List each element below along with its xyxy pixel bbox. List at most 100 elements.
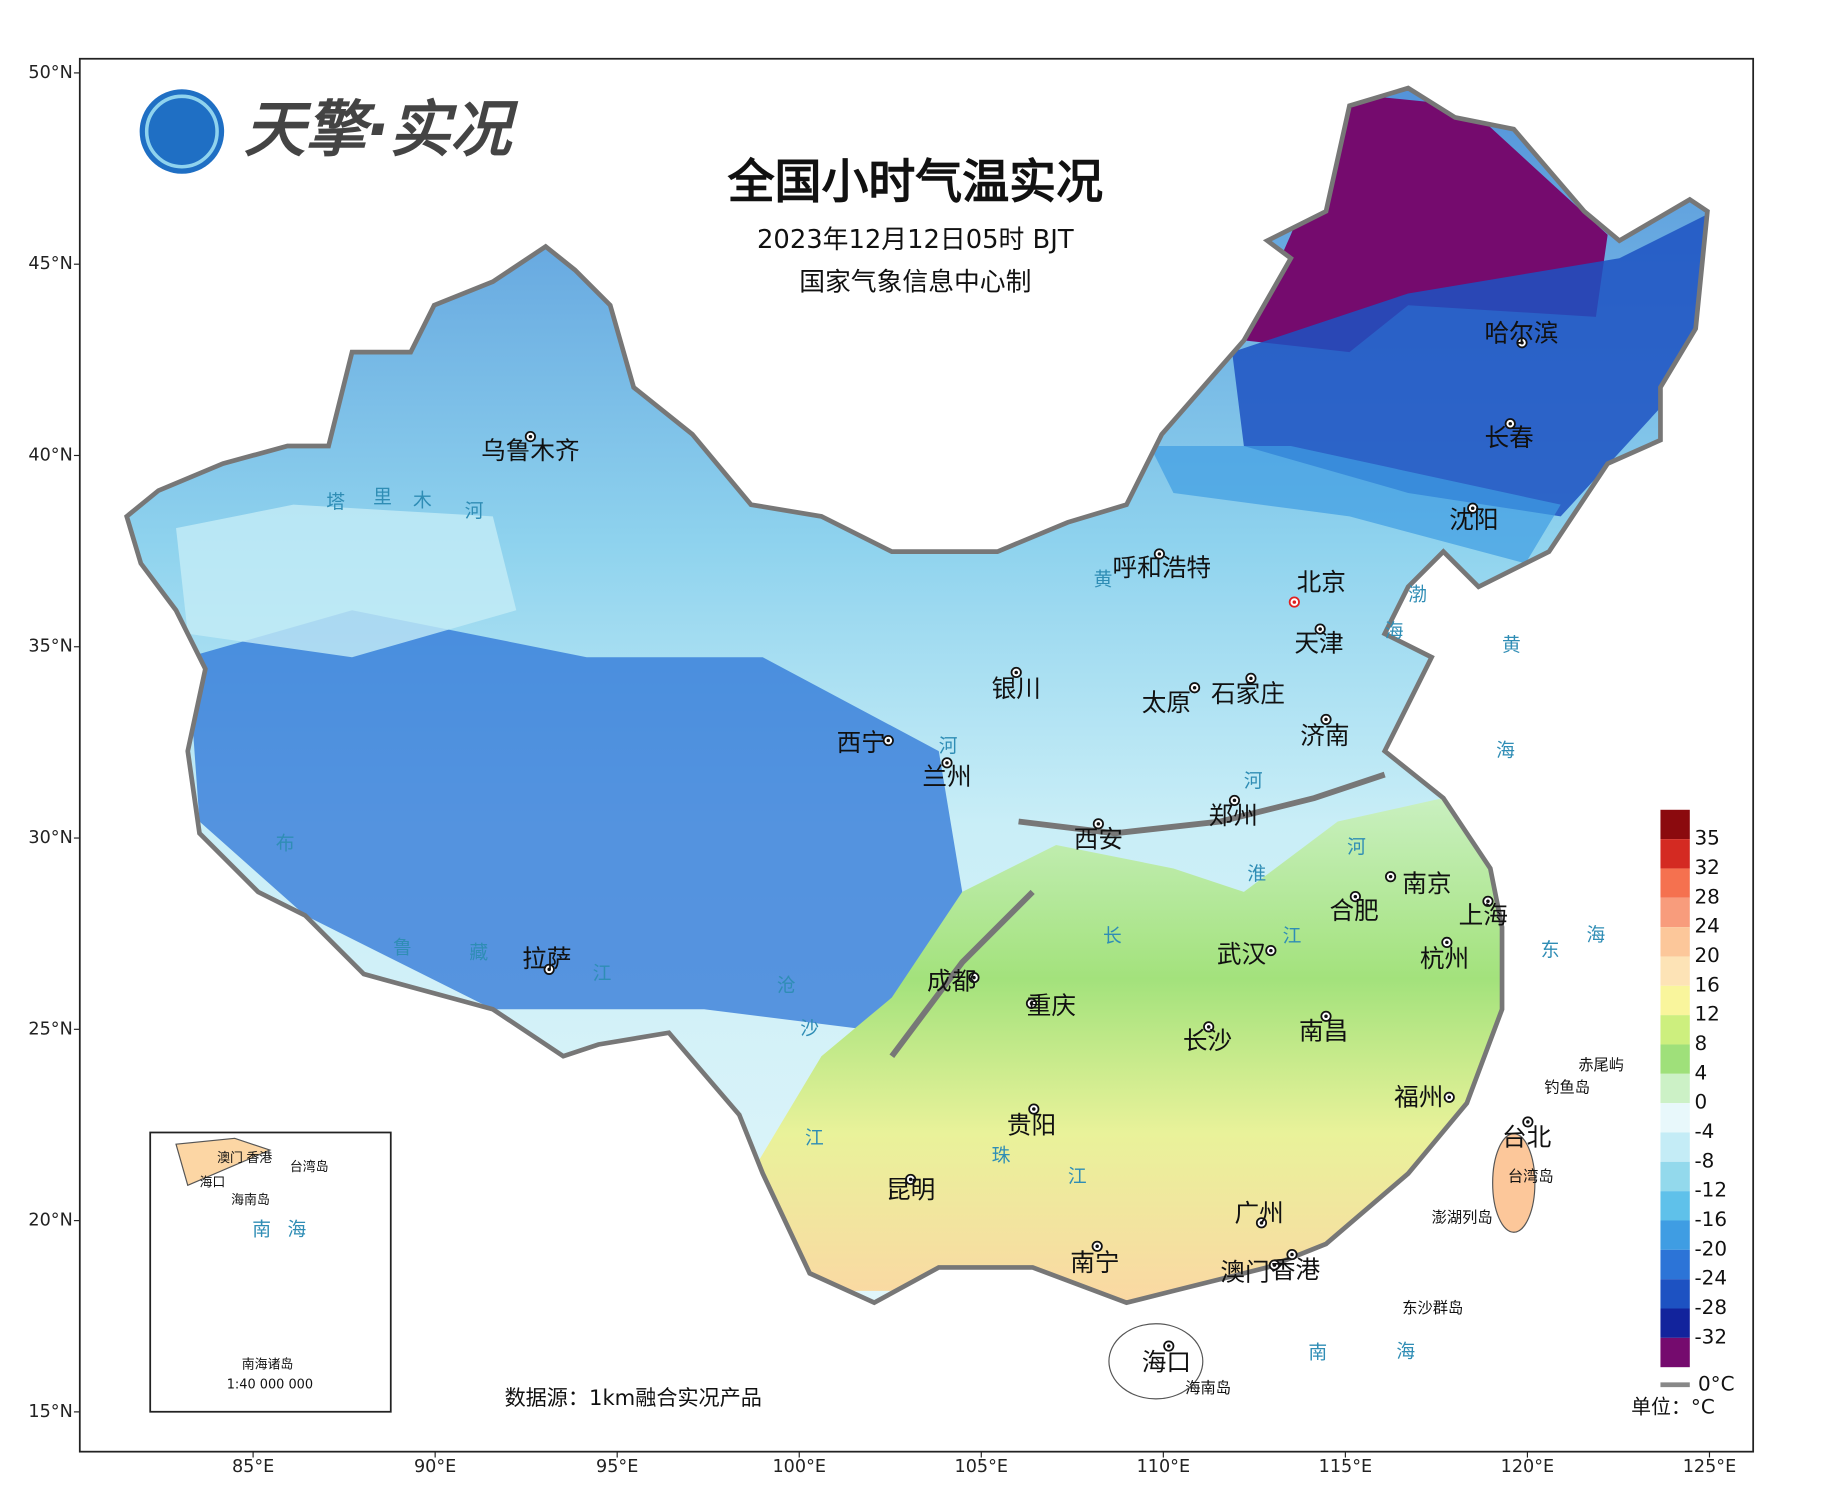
legend-label: -24 bbox=[1694, 1266, 1727, 1290]
city-dot bbox=[528, 434, 533, 439]
place-label: 钓鱼岛 bbox=[1544, 1078, 1590, 1096]
water-label: 南 bbox=[1308, 1342, 1327, 1364]
logo-ring bbox=[144, 94, 219, 169]
city-label: 贵阳 bbox=[1007, 1111, 1056, 1140]
legend-swatch bbox=[1660, 1073, 1690, 1104]
legend-label: 35 bbox=[1694, 826, 1719, 850]
water-label: 沙 bbox=[800, 1019, 819, 1040]
lon-label: 85°E bbox=[232, 1457, 274, 1477]
legend-swatch bbox=[1660, 1249, 1690, 1280]
water-label: 木 bbox=[413, 490, 432, 512]
inset-land bbox=[175, 1137, 272, 1187]
lat-label: 20°N bbox=[28, 1211, 72, 1231]
lon-label: 115°E bbox=[1319, 1457, 1373, 1477]
inset-label: 海南岛 bbox=[231, 1192, 270, 1208]
legend-label: 16 bbox=[1694, 972, 1719, 996]
inset-scale: 1:40 000 000 bbox=[227, 1377, 313, 1392]
city-dot bbox=[1526, 1120, 1530, 1124]
city-dot bbox=[1470, 506, 1475, 510]
city-dot bbox=[1508, 421, 1513, 426]
legend-swatch bbox=[1660, 868, 1690, 898]
city-dot bbox=[1095, 1244, 1099, 1249]
inset-label: 海 bbox=[287, 1218, 306, 1240]
lat-label: 45°N bbox=[28, 254, 72, 274]
legend-label: -12 bbox=[1694, 1178, 1727, 1202]
city-dot bbox=[1324, 717, 1328, 722]
city-dot bbox=[1167, 1344, 1171, 1348]
water-label: 沧 bbox=[777, 974, 796, 996]
water-label: 东 bbox=[1541, 939, 1560, 961]
legend-swatch bbox=[1660, 1191, 1690, 1221]
legend-swatch bbox=[1660, 1103, 1690, 1133]
water-label: 河 bbox=[1244, 770, 1263, 792]
city-dot bbox=[1206, 1025, 1211, 1029]
city-dot bbox=[1272, 1263, 1277, 1267]
water-label: 黄 bbox=[1094, 568, 1113, 590]
water-label: 淮 bbox=[1247, 863, 1266, 885]
water-label: 鲁 bbox=[393, 937, 412, 959]
city-dot bbox=[1388, 874, 1393, 879]
legend-swatch bbox=[1660, 985, 1690, 1016]
lon-label: 120°E bbox=[1501, 1457, 1555, 1477]
legend-swatch bbox=[1660, 839, 1690, 869]
legend-label: 24 bbox=[1694, 914, 1719, 938]
city-label: 银川 bbox=[992, 674, 1041, 703]
lat-label: 40°N bbox=[28, 445, 72, 465]
city-dot bbox=[1157, 552, 1162, 556]
water-label: 布 bbox=[276, 832, 295, 854]
city-label: 昆明 bbox=[886, 1175, 935, 1204]
legend-swatch bbox=[1660, 1220, 1690, 1250]
city-label: 石家庄 bbox=[1211, 679, 1285, 708]
lon-label: 110°E bbox=[1137, 1457, 1191, 1477]
city-label: 呼和浩特 bbox=[1112, 553, 1211, 582]
city-label: 哈尔滨 bbox=[1484, 319, 1558, 348]
city-label: 合肥 bbox=[1330, 896, 1379, 925]
water-label: 海 bbox=[1496, 740, 1515, 762]
water-label: 长 bbox=[1103, 925, 1122, 947]
zero-line-label: 0°C bbox=[1698, 1371, 1735, 1395]
water-label: 黄 bbox=[1502, 634, 1521, 656]
water-label: 海 bbox=[1587, 924, 1606, 946]
water-label: 河 bbox=[939, 735, 958, 757]
legend-swatch bbox=[1660, 809, 1690, 840]
city-label: 太原 bbox=[1142, 688, 1191, 717]
taiwan-island bbox=[1492, 1133, 1536, 1233]
legend-swatch bbox=[1660, 1132, 1690, 1162]
lon-label: 100°E bbox=[772, 1457, 826, 1477]
city-label: 香港 bbox=[1271, 1255, 1321, 1284]
legend-label: 32 bbox=[1694, 855, 1719, 879]
city-dot bbox=[1096, 822, 1101, 826]
city-label: 北京 bbox=[1297, 567, 1346, 596]
city-dot bbox=[547, 967, 551, 972]
water-label: 河 bbox=[465, 500, 484, 522]
city-label: 拉萨 bbox=[522, 944, 571, 973]
city-label: 沈阳 bbox=[1449, 505, 1498, 534]
legend-swatch bbox=[1660, 1308, 1690, 1338]
legend-label: 28 bbox=[1694, 884, 1719, 908]
city-label: 海口 bbox=[1142, 1348, 1191, 1377]
logo-text: 天擎·实况 bbox=[244, 94, 519, 165]
logo-globe bbox=[139, 89, 225, 174]
city-label: 长沙 bbox=[1183, 1026, 1232, 1055]
city-label: 天津 bbox=[1294, 628, 1343, 657]
subtitle: 2023年12月12日05时 BJT bbox=[757, 225, 1074, 255]
city-dot bbox=[1520, 340, 1524, 345]
place-label: 台湾岛 bbox=[1508, 1168, 1554, 1186]
legend-label: 8 bbox=[1694, 1031, 1707, 1055]
legend-label: -20 bbox=[1694, 1236, 1727, 1260]
city-dot bbox=[1232, 798, 1237, 803]
legend-label: 4 bbox=[1694, 1060, 1707, 1084]
city-dot bbox=[1290, 1252, 1294, 1257]
city-label: 长春 bbox=[1484, 423, 1533, 452]
city-label: 济南 bbox=[1300, 721, 1349, 750]
city-label: 成都 bbox=[927, 966, 976, 995]
lon-label: 90°E bbox=[414, 1457, 456, 1477]
inset-label: 台湾岛 bbox=[290, 1159, 329, 1175]
city-label: 南昌 bbox=[1299, 1017, 1348, 1046]
inset-label: 南海诸岛 bbox=[242, 1356, 294, 1372]
city-label: 广州 bbox=[1234, 1199, 1283, 1228]
inset-label: 香港 bbox=[246, 1151, 272, 1166]
water-label: 塔 bbox=[326, 491, 345, 513]
